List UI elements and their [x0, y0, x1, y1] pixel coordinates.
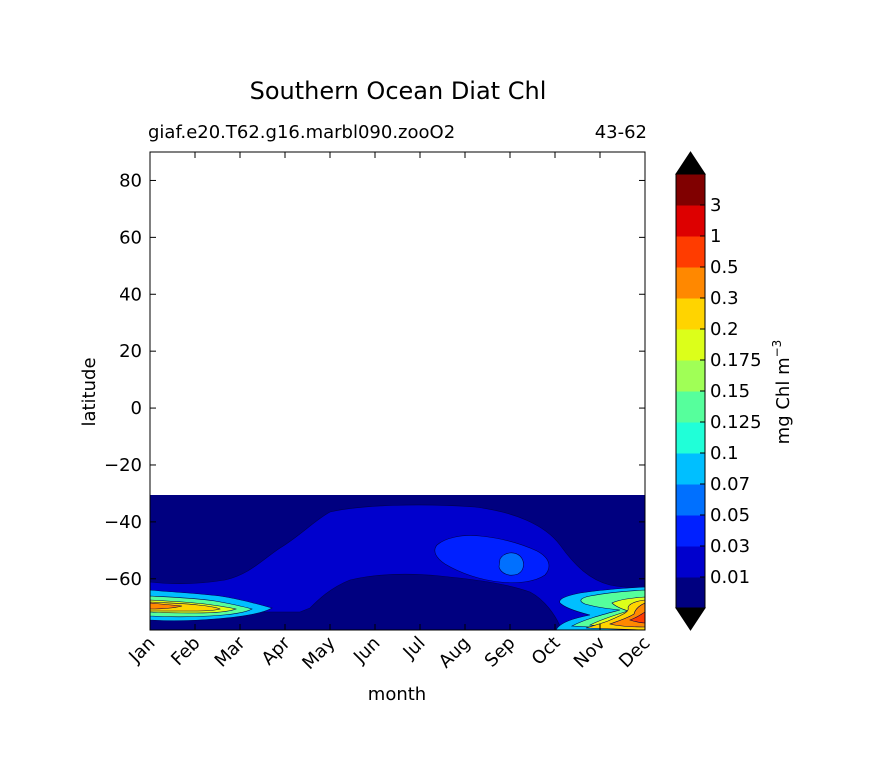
chart-subtitle-left: giaf.e20.T62.g16.marbl090.zooO2: [148, 122, 455, 143]
colorbar-tick-label: 0.05: [710, 505, 750, 526]
colorbar-tick-label: 0.5: [710, 257, 739, 278]
x-tick-label: Aug: [435, 633, 475, 673]
colorbar-label: mg Chl m−3: [770, 340, 794, 445]
y-axis-label: latitude: [79, 357, 100, 426]
contour-band-0.07: [498, 552, 524, 576]
colorbar-tick-label: 0.1: [710, 443, 739, 464]
colorbar-tick-label: 3: [710, 195, 721, 216]
chart-subtitle-right: 43-62: [595, 122, 647, 143]
x-tick-label: Feb: [167, 633, 204, 670]
plot-frame: [149, 151, 646, 631]
chart-title: Southern Ocean Diat Chl: [250, 77, 547, 105]
colorbar-swatch: [676, 391, 705, 423]
x-tick-label: Dec: [615, 633, 654, 672]
y-tick-label: −60: [104, 569, 142, 590]
y-tick-label: 20: [119, 341, 142, 362]
y-tick-label: −40: [104, 512, 142, 533]
colorbar: 0.01 0.03 0.05 0.07 0.1 0.125 0.15 0.175 0.2 0.3 0…: [675, 151, 762, 631]
colorbar-swatch: [676, 484, 705, 516]
x-axis-label: month: [368, 684, 426, 705]
colorbar-swatch: [676, 298, 705, 330]
colorbar-tick-label: 0.125: [710, 412, 762, 433]
colorbar-tick-label: 0.15: [710, 381, 750, 402]
colorbar-swatch: [676, 422, 705, 454]
colorbar-tick-label: 0.03: [710, 536, 750, 557]
colorbar-extend-max: [675, 151, 706, 175]
plot-area: [150, 152, 645, 630]
contour-band-0.5-left: [150, 602, 183, 610]
colorbar-swatch: [676, 360, 705, 392]
contour-band-1-right: [629, 611, 645, 624]
contour-band-0.03: [150, 504, 645, 627]
colorbar-tick-label: 1: [710, 226, 721, 247]
colorbar-tick-label: 0.07: [710, 474, 750, 495]
x-tick-label: Oct: [528, 633, 565, 670]
colorbar-tick-label: 0.175: [710, 350, 762, 371]
y-tick-label: 80: [119, 170, 142, 191]
y-tick-label: 0: [131, 398, 142, 419]
colorbar-swatch: [676, 453, 705, 485]
x-tick-label: Jan: [124, 633, 159, 668]
colorbar-extend-min: [675, 607, 706, 631]
y-tick-label: 40: [119, 284, 142, 305]
x-tick-label: May: [298, 632, 339, 673]
colorbar-swatch: [676, 577, 705, 609]
colorbar-swatch: [676, 205, 705, 237]
x-tick-label: Mar: [211, 632, 250, 671]
x-tick-label: Apr: [258, 632, 295, 669]
x-tick-label: Sep: [481, 633, 520, 672]
x-tick-label: Jun: [349, 633, 384, 668]
colorbar-swatch: [676, 515, 705, 547]
colorbar-swatch: [676, 174, 705, 206]
contour-band-0.3-left: [150, 601, 221, 612]
colorbar-tick-label: 0.01: [710, 567, 750, 588]
colorbar-swatch: [676, 329, 705, 361]
colorbar-swatch: [676, 267, 705, 299]
colorbar-tick-label: 0.2: [710, 319, 739, 340]
y-tick-label: 60: [119, 227, 142, 248]
colorbar-label-superscript: −3: [770, 340, 784, 358]
colorbar-tick-label: 0.3: [710, 288, 739, 309]
x-tick-label: Nov: [570, 632, 610, 672]
colorbar-swatch: [676, 546, 705, 578]
colorbar-swatch: [676, 236, 705, 268]
y-axis: 80 60 40 20 0 −20 −40 −60: [104, 170, 645, 590]
x-tick-label: Jul: [399, 633, 430, 664]
colorbar-label-text: mg Chl m: [773, 357, 794, 444]
y-tick-label: −20: [104, 455, 142, 476]
